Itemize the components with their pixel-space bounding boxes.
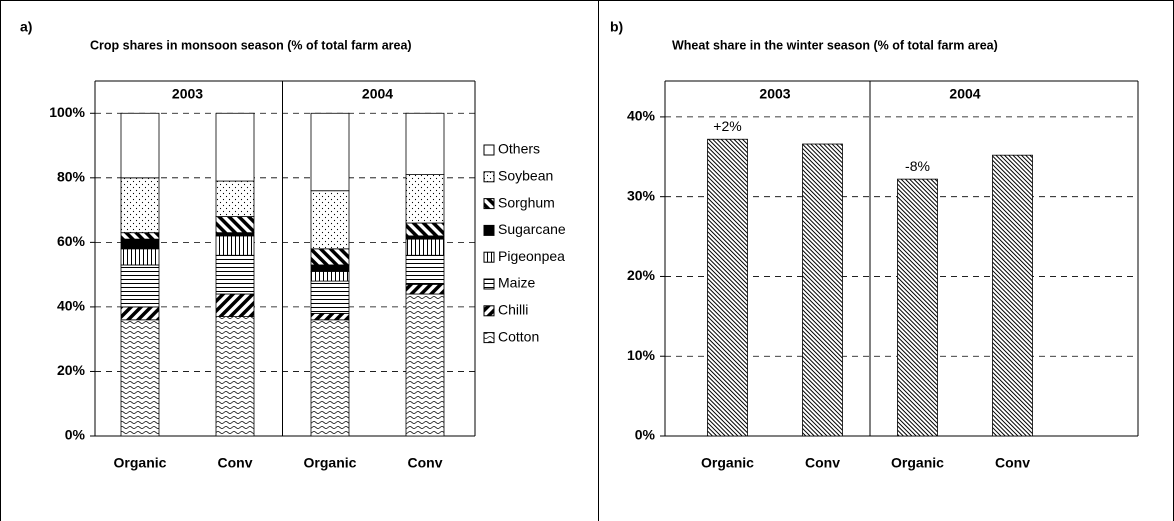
bar-segment <box>405 254 445 285</box>
bar-segment <box>310 319 350 437</box>
panel-label: b) <box>610 19 623 35</box>
y-tick-label: 80% <box>57 169 86 185</box>
bar-segment <box>405 174 445 224</box>
bar <box>707 138 748 437</box>
bar-segment <box>215 235 255 256</box>
bar-segment <box>120 112 160 179</box>
legend-label: Sugarcane <box>498 221 566 237</box>
x-tick-label: Organic <box>701 455 754 471</box>
legend-swatch <box>483 171 495 183</box>
bar-segment <box>120 319 160 437</box>
y-tick-label: 10% <box>627 347 656 363</box>
bar-segment <box>215 232 255 237</box>
y-tick-label: 60% <box>57 233 86 249</box>
legend-label: Others <box>498 141 540 157</box>
x-tick-label: Conv <box>805 455 840 471</box>
bar-segment <box>405 235 445 240</box>
x-tick-label: Organic <box>304 455 357 471</box>
bar-segment <box>120 248 160 266</box>
y-tick-label: 40% <box>57 298 86 314</box>
y-tick-label: 0% <box>65 427 86 443</box>
annotation: +2% <box>713 118 741 134</box>
bar <box>992 154 1033 437</box>
bar-segment <box>215 112 255 182</box>
y-tick-label: 0% <box>635 427 656 443</box>
bar-segment <box>215 293 255 317</box>
legend-label: Pigeonpea <box>498 248 565 264</box>
y-tick-label: 20% <box>57 362 86 378</box>
group-label: 2004 <box>949 86 980 102</box>
legend-swatch <box>483 305 495 317</box>
legend-swatch <box>483 251 495 263</box>
bar-segment <box>405 283 445 295</box>
y-tick-label: 100% <box>49 104 85 120</box>
bar-segment <box>215 180 255 217</box>
bar-segment <box>405 112 445 175</box>
bar-segment <box>215 316 255 437</box>
legend-label: Cotton <box>498 328 539 344</box>
group-label: 2003 <box>172 86 203 102</box>
group-label: 2004 <box>362 86 393 102</box>
legend-label: Sorghum <box>498 194 555 210</box>
bar-segment <box>120 177 160 234</box>
x-tick-label: Organic <box>891 455 944 471</box>
bar-segment <box>405 293 445 437</box>
bar-segment <box>120 232 160 240</box>
x-tick-label: Conv <box>218 455 253 471</box>
bar-segment <box>310 248 350 266</box>
bar-segment <box>215 216 255 234</box>
annotation: -8% <box>905 158 930 174</box>
bar-segment <box>405 222 445 237</box>
bar-segment <box>215 254 255 295</box>
bar-segment <box>120 264 160 308</box>
legend-swatch <box>483 332 495 344</box>
bar-segment <box>120 306 160 321</box>
x-tick-label: Organic <box>114 455 167 471</box>
bar-segment <box>310 312 350 321</box>
legend-swatch <box>483 144 495 156</box>
bar <box>802 143 843 437</box>
bar-segment <box>310 280 350 314</box>
y-tick-label: 30% <box>627 187 656 203</box>
bar-segment <box>310 271 350 282</box>
bar-segment <box>310 264 350 272</box>
x-tick-label: Conv <box>408 455 443 471</box>
legend-swatch <box>483 278 495 290</box>
bar-segment <box>405 238 445 256</box>
bar-segment <box>310 112 350 192</box>
legend-swatch <box>483 224 495 236</box>
panel-label: a) <box>20 19 32 35</box>
legend-label: Chilli <box>498 302 528 318</box>
legend-swatch <box>483 198 495 210</box>
y-tick-label: 40% <box>627 108 656 124</box>
x-tick-label: Conv <box>995 455 1030 471</box>
chart-title: Crop shares in monsoon season (% of tota… <box>90 38 412 52</box>
chart-title: Wheat share in the winter season (% of t… <box>672 38 998 52</box>
y-tick-label: 20% <box>627 267 656 283</box>
legend-label: Maize <box>498 275 536 291</box>
legend-label: Soybean <box>498 168 553 184</box>
group-label: 2003 <box>759 86 790 102</box>
bar <box>897 178 938 437</box>
bar-segment <box>310 190 350 250</box>
bar-segment <box>120 238 160 250</box>
